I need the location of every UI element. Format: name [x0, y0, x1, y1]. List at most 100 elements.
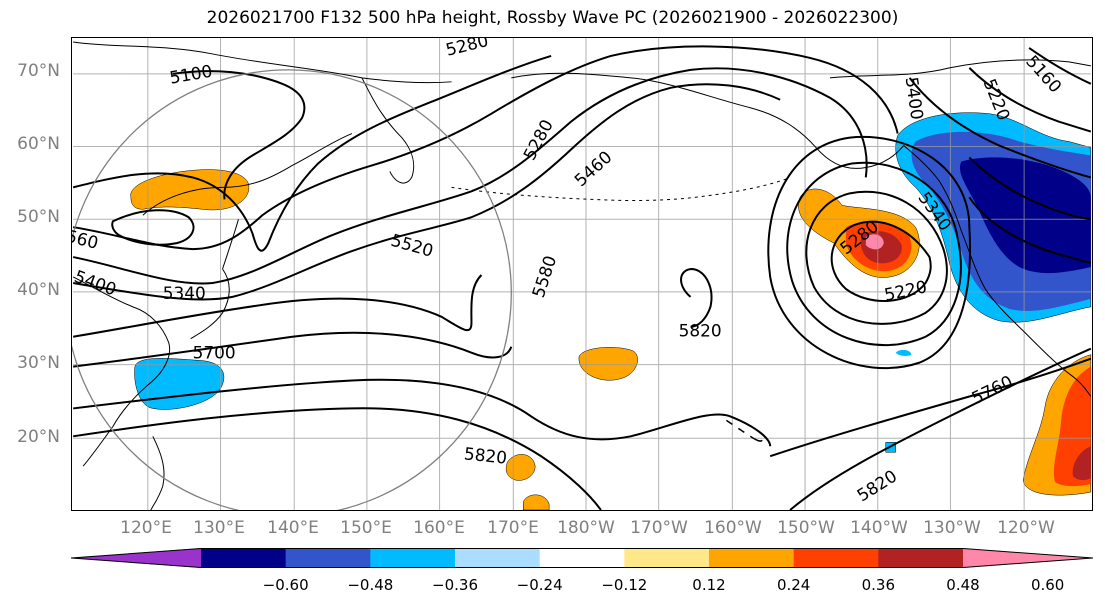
shade-small-blue-dot-2	[895, 349, 912, 356]
colorbar-tick-label: 0.12	[692, 576, 726, 594]
lon-label-120w: 120°W	[997, 518, 1055, 538]
coast-japan	[190, 219, 239, 340]
contour-label: 560	[71, 226, 100, 253]
contour-label: 5820	[463, 443, 508, 467]
contour-label: 5340	[163, 283, 206, 303]
colorbar-bin	[201, 548, 287, 568]
contour-labels: 5100 5280 5460 5520 5580 5820 5280 5220 …	[71, 37, 1066, 506]
contour-line	[968, 67, 1092, 133]
height-contours	[72, 45, 1092, 510]
reference-circle	[72, 69, 512, 510]
map-panel: 5100 5280 5460 5520 5580 5820 5280 5220 …	[71, 37, 1093, 511]
contour-label: 5280	[444, 37, 491, 60]
shade-positive-mexico-core	[1072, 446, 1091, 481]
colorbar-bin	[709, 548, 795, 568]
contour-label: 5520	[389, 230, 436, 261]
lon-label-170e: 170°E	[487, 518, 539, 538]
contour-line	[73, 45, 899, 251]
shade-positive-south-2	[523, 494, 550, 510]
colorbar-tick-label: −0.24	[516, 576, 563, 594]
colorbar-bin	[878, 548, 964, 568]
lon-label-130e: 130°E	[193, 518, 245, 538]
lon-label-130w: 130°W	[923, 518, 981, 538]
colorbar	[71, 548, 1093, 568]
colorbar-tick-label: 0.24	[776, 576, 811, 594]
contour-line	[73, 407, 602, 510]
contour-line	[72, 67, 868, 285]
lat-label-50n: 50°N	[17, 207, 60, 227]
lat-label-60n: 60°N	[17, 134, 60, 154]
coast-aleutians	[451, 176, 791, 202]
colorbar-extend-high	[963, 548, 1093, 568]
contour-line	[968, 196, 1092, 265]
contour-line	[73, 378, 772, 447]
contour-label: 5580	[528, 253, 560, 300]
shading-layer	[130, 112, 1092, 510]
lon-label-160w: 160°W	[704, 518, 762, 538]
lon-label-160e: 160°E	[413, 518, 465, 538]
colorbar-tick-label: −0.60	[262, 576, 309, 594]
contour-label: 5460	[570, 147, 615, 191]
coast-north-america	[903, 145, 1092, 397]
lat-label-30n: 30°N	[17, 353, 60, 373]
lon-label-170w: 170°W	[630, 518, 688, 538]
contour-label: 5760	[968, 371, 1015, 408]
lon-label-120e: 120°E	[120, 518, 172, 538]
lon-label-150e: 150°E	[340, 518, 392, 538]
coast-okhotsk	[142, 133, 353, 216]
contour-label: 5400	[902, 76, 928, 121]
contour-line	[72, 54, 552, 252]
contour-label: 5220	[882, 276, 928, 305]
contour-line	[72, 274, 483, 338]
lon-label-140w: 140°W	[850, 518, 908, 538]
coastlines	[72, 41, 1092, 510]
coast-asia-north	[73, 41, 452, 84]
contour-line	[72, 83, 781, 301]
lon-label-150w: 150°W	[777, 518, 835, 538]
contour-line	[73, 331, 513, 368]
coast-canada-north	[829, 59, 1091, 79]
coast-philippines	[150, 436, 165, 510]
shade-positive-central-pacific	[578, 347, 638, 381]
contour-line	[789, 347, 1092, 510]
colorbar-bin	[285, 548, 371, 568]
lon-label-180w: 180°W	[557, 518, 615, 538]
colorbar-tick-label: 0.36	[861, 576, 896, 594]
lon-label-140e: 140°E	[267, 518, 319, 538]
colorbar-tick-label: 0.60	[1030, 576, 1065, 594]
contour-label: 5820	[679, 321, 722, 341]
colorbar-bin	[793, 548, 879, 568]
contour-line	[680, 268, 713, 328]
shade-positive-south-1	[505, 454, 536, 481]
contour-line	[786, 161, 962, 347]
colorbar-bin	[370, 548, 456, 568]
shade-negative-west-coast-core	[959, 157, 1091, 274]
colorbar-bin	[624, 548, 710, 568]
coast-hawaii	[725, 419, 763, 442]
contour-label: 5820	[853, 466, 900, 506]
contour-label: 5700	[193, 343, 236, 363]
colorbar-tick-label: −0.12	[601, 576, 648, 594]
contour-line	[769, 357, 1092, 458]
colorbar-tick-label: −0.48	[347, 576, 394, 594]
contour-line	[172, 70, 306, 200]
coast-alaska	[511, 72, 905, 169]
contour-line	[968, 156, 1092, 221]
figure-title: 2026021700 F132 500 hPa height, Rossby W…	[206, 8, 899, 28]
contour-line	[1028, 47, 1092, 85]
contour-label: 5100	[168, 61, 214, 88]
contour-line	[830, 220, 932, 302]
colorbar-extend-low	[71, 548, 201, 568]
colorbar-outline	[71, 548, 1093, 568]
contour-line	[767, 135, 971, 370]
lat-label-70n: 70°N	[17, 61, 60, 81]
coast-kamchatka	[361, 77, 415, 184]
contour-label: 5400	[72, 266, 119, 300]
colorbar-tick-label: −0.36	[432, 576, 478, 594]
colorbar-tick-label: 0.48	[946, 576, 980, 594]
shade-positive-gulf-peak	[865, 234, 884, 250]
contour-line	[908, 77, 1092, 179]
lat-label-20n: 20°N	[17, 427, 60, 447]
contour-line	[805, 190, 948, 325]
colorbar-bin	[455, 548, 541, 568]
